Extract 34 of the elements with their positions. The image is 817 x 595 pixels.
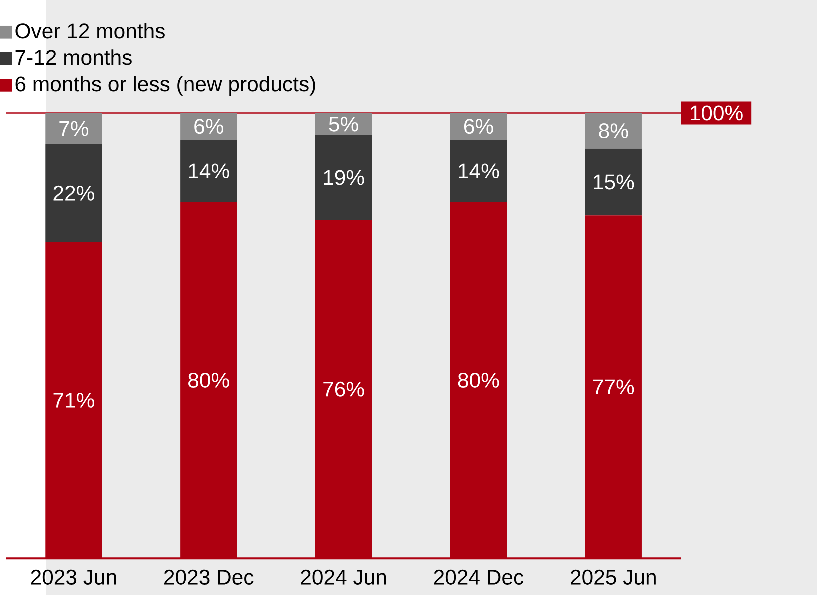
data-label: 80% — [458, 372, 500, 388]
data-label: 15% — [594, 174, 634, 190]
bar — [46, 144, 102, 242]
x-tick-label: 2025 Jun — [571, 570, 656, 585]
data-label: 5% — [329, 116, 358, 132]
ref-line-label: 100% — [690, 106, 743, 121]
legend-label: Over 12 months — [16, 22, 165, 39]
bar — [180, 113, 238, 140]
bar — [450, 113, 508, 140]
bar — [585, 148, 642, 216]
data-label: 6% — [194, 118, 224, 134]
data-label: 76% — [324, 382, 364, 397]
bar — [450, 140, 508, 202]
data-label: 14% — [459, 164, 500, 178]
bar — [585, 113, 642, 149]
bar — [316, 135, 372, 220]
data-label: 71% — [54, 392, 94, 408]
legend-label: 7-12 months — [16, 49, 132, 66]
data-label: 22% — [54, 186, 94, 201]
x-tick-label: 2024 Dec — [434, 570, 524, 585]
bar — [316, 113, 372, 136]
data-label: 19% — [324, 170, 364, 186]
legend-label: 6 months or less (new products) — [16, 76, 316, 96]
data-label: 14% — [189, 164, 230, 178]
data-label: 7% — [60, 121, 89, 136]
bar — [180, 140, 238, 202]
data-label: 6% — [464, 118, 494, 134]
x-tick-label: 2023 Jun — [31, 570, 116, 585]
data-label: 77% — [594, 380, 634, 394]
data-label: 80% — [188, 372, 230, 388]
x-tick-label: 2023 Dec — [164, 570, 254, 585]
data-label: 8% — [599, 123, 628, 138]
bar — [46, 113, 102, 144]
x-tick-label: 2024 Jun — [301, 570, 386, 585]
